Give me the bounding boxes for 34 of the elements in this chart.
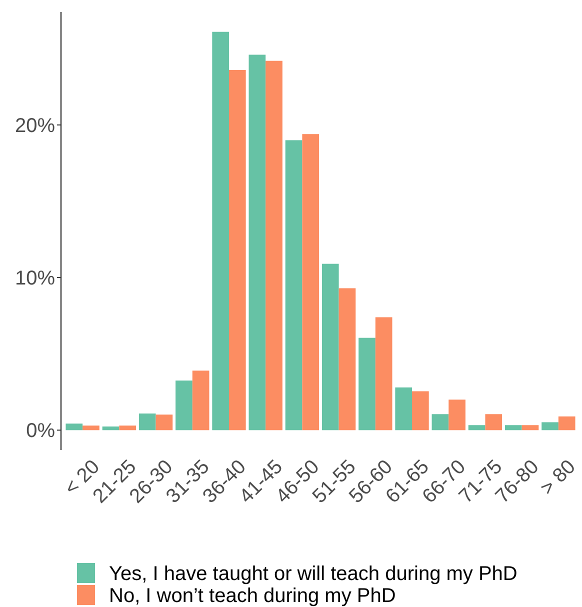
- y-tick-label: 0%: [26, 420, 56, 442]
- legend-label: Yes, I have taught or will teach during my PhD: [109, 563, 518, 585]
- bar: [375, 317, 392, 430]
- bar: [192, 370, 210, 430]
- bar: [82, 426, 100, 430]
- bar: [66, 424, 83, 430]
- bar: [412, 391, 429, 430]
- y-tick-label: 10%: [14, 268, 56, 290]
- bar: [212, 32, 229, 430]
- bar: [176, 380, 192, 430]
- bar: [102, 426, 120, 430]
- y-tick-label: 20%: [14, 114, 56, 137]
- bar: [358, 338, 376, 430]
- bar: [448, 400, 466, 430]
- bar: [432, 414, 449, 430]
- bar: [285, 140, 302, 430]
- bar: [338, 288, 356, 430]
- x-tick-label: > 80: [536, 456, 580, 500]
- bar: [395, 387, 412, 430]
- bar: [504, 425, 522, 430]
- legend-label: No, I won’t teach during my PhD: [109, 585, 396, 607]
- bar: [542, 422, 558, 430]
- bar: [119, 426, 136, 430]
- bar: [156, 414, 173, 430]
- bar: [266, 60, 282, 430]
- bar: [138, 414, 156, 430]
- bar: [522, 425, 539, 430]
- bar: [558, 416, 576, 430]
- bar: [302, 134, 320, 430]
- bar: [248, 54, 266, 430]
- bar: [322, 264, 339, 430]
- bar: [468, 425, 486, 430]
- bar: [228, 70, 246, 430]
- bar: [485, 414, 502, 430]
